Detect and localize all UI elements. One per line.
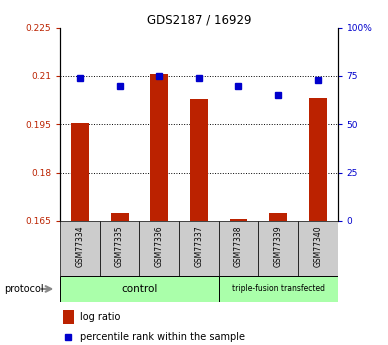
Text: control: control xyxy=(121,284,158,294)
Bar xyxy=(298,221,338,276)
Title: GDS2187 / 16929: GDS2187 / 16929 xyxy=(147,13,251,27)
Bar xyxy=(60,221,100,276)
Bar xyxy=(179,221,219,276)
Bar xyxy=(258,221,298,276)
Bar xyxy=(71,122,89,221)
Text: GSM77334: GSM77334 xyxy=(75,225,85,267)
Bar xyxy=(150,74,168,221)
Text: triple-fusion transfected: triple-fusion transfected xyxy=(232,284,325,294)
Text: GSM77335: GSM77335 xyxy=(115,225,124,267)
Bar xyxy=(139,221,179,276)
Bar xyxy=(60,276,219,302)
Bar xyxy=(63,310,74,324)
Bar xyxy=(219,276,338,302)
Bar xyxy=(190,99,208,221)
Text: protocol: protocol xyxy=(4,284,43,294)
Text: log ratio: log ratio xyxy=(80,312,120,322)
Text: GSM77336: GSM77336 xyxy=(155,225,164,267)
Bar xyxy=(230,219,248,221)
Bar xyxy=(111,214,128,221)
Bar xyxy=(309,98,327,221)
Bar xyxy=(100,221,139,276)
Bar xyxy=(269,214,287,221)
Text: GSM77338: GSM77338 xyxy=(234,225,243,267)
Text: GSM77339: GSM77339 xyxy=(274,225,282,267)
Text: GSM77340: GSM77340 xyxy=(313,225,322,267)
Text: GSM77337: GSM77337 xyxy=(194,225,203,267)
Bar xyxy=(219,221,258,276)
Text: percentile rank within the sample: percentile rank within the sample xyxy=(80,332,244,342)
